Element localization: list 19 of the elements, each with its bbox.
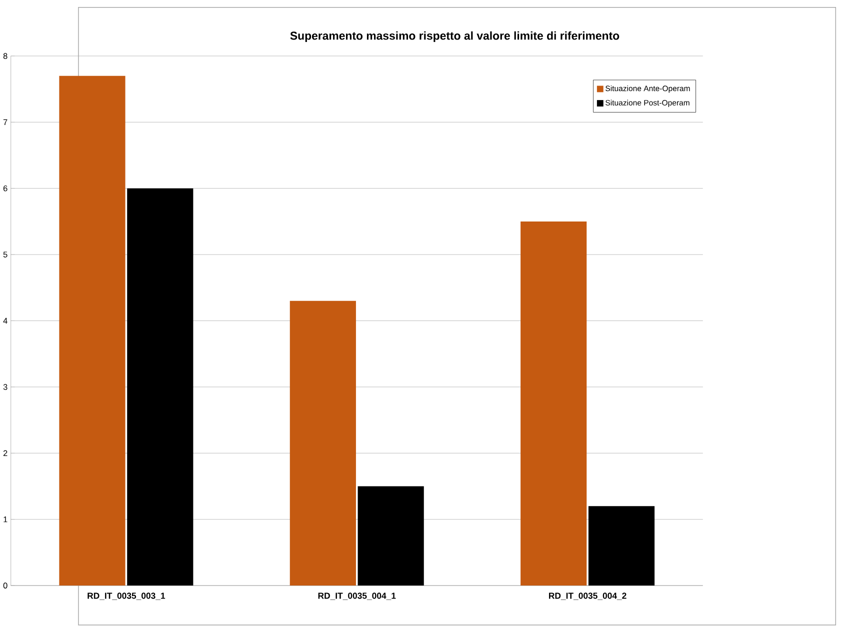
y-tick-label: 1	[4, 516, 8, 522]
bar	[588, 506, 655, 586]
bar	[290, 300, 356, 586]
y-tick-label: 5	[3, 252, 8, 258]
y-tick-label: 6	[3, 185, 8, 192]
bar	[358, 486, 424, 586]
bar	[520, 221, 587, 586]
bar	[127, 188, 194, 586]
y-tick-label: 2	[3, 450, 8, 456]
y-tick-label: 4	[3, 318, 8, 324]
bar	[59, 76, 126, 586]
y-tick-label: 3	[3, 384, 8, 390]
chart-title: Superamento massimo rispetto al valore limite di riferimento	[290, 31, 620, 42]
x-tick-label: RD_IT_0035_004_1	[318, 592, 396, 600]
y-tick-label: 7	[3, 119, 8, 125]
y-tick-label: 8	[3, 52, 8, 59]
x-tick-label: RD_IT_0035_004_2	[549, 592, 626, 600]
x-tick-label: RD_IT_0035_003_1	[88, 592, 166, 600]
y-tick-label: 0	[3, 582, 8, 588]
